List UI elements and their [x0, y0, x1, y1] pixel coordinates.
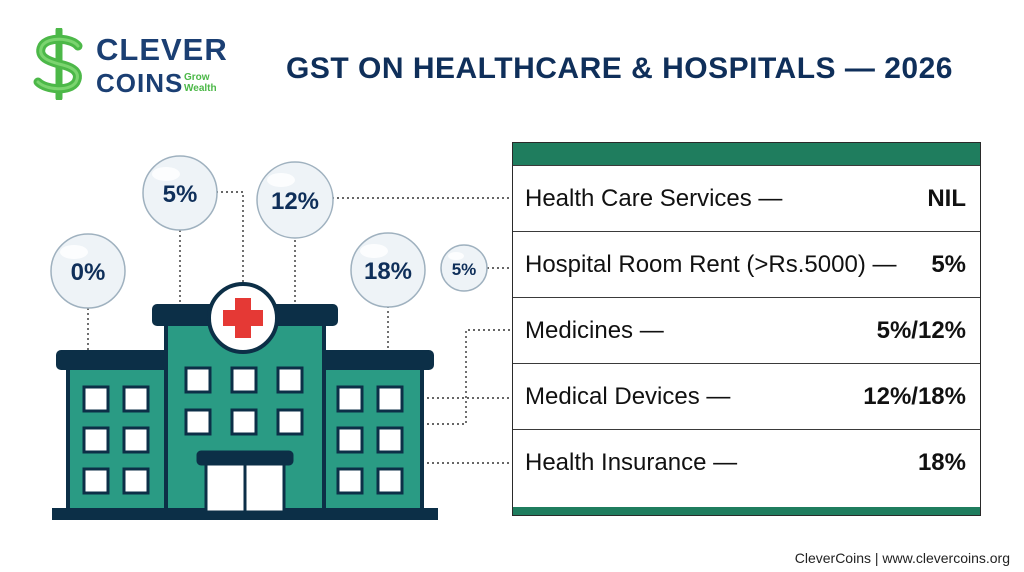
- rate-label: Health Insurance —: [525, 448, 738, 476]
- gst-rate-table: Health Care Services — NIL Hospital Room…: [512, 142, 981, 516]
- rate-label: Health Care Services —: [525, 184, 783, 212]
- rate-label: Medical Devices —: [525, 382, 731, 410]
- bubble-5-small: 5%: [440, 244, 488, 292]
- red-cross-icon: [207, 282, 279, 354]
- svg-text:5%: 5%: [163, 181, 198, 208]
- brand-word-clever: CLEVER: [96, 32, 228, 67]
- tagline-line-1: Grow: [184, 72, 210, 83]
- hospital-door: [196, 450, 294, 514]
- rate-value: 18%: [917, 448, 966, 476]
- brand-word-coins: COINS: [96, 68, 184, 98]
- table-row: Medical Devices — 12%/18%: [513, 363, 980, 429]
- dollar-sign-icon: [33, 28, 83, 100]
- bubble-5: 5%: [142, 155, 218, 231]
- rate-value: NIL: [927, 184, 966, 212]
- table-row: Health Insurance — 18%: [513, 429, 980, 495]
- svg-text:18%: 18%: [364, 258, 412, 285]
- svg-text:5%: 5%: [452, 260, 477, 279]
- hospital-windows: [82, 366, 404, 495]
- svg-text:12%: 12%: [271, 188, 319, 215]
- rate-value: 12%/18%: [863, 382, 966, 410]
- table-bottom-band: [513, 507, 980, 515]
- footer-credit: CleverCoins | www.clevercoins.org: [794, 550, 1010, 566]
- rate-label: Hospital Room Rent (>Rs.5000) —: [525, 250, 897, 278]
- table-row: Hospital Room Rent (>Rs.5000) — 5%: [513, 231, 980, 297]
- svg-text:0%: 0%: [71, 259, 106, 286]
- rate-value: 5%: [931, 250, 966, 278]
- table-row: Medicines — 5%/12%: [513, 297, 980, 363]
- bubble-12: 12%: [256, 161, 334, 239]
- rate-value: 5%/12%: [876, 316, 966, 344]
- brand-logo: CLEVER COINS Grow Wealth: [28, 28, 238, 108]
- bubble-18: 18%: [350, 232, 426, 308]
- brand-tagline: Grow Wealth: [184, 72, 217, 94]
- tagline-line-2: Wealth: [184, 83, 217, 94]
- rate-label: Medicines —: [525, 316, 664, 344]
- table-top-band: [513, 143, 980, 165]
- page-title: GST ON HEALTHCARE & HOSPITALS — 2026: [286, 52, 953, 85]
- bubble-0: 0%: [50, 233, 126, 309]
- table-row: Health Care Services — NIL: [513, 165, 980, 231]
- connector-lines: [87, 191, 512, 464]
